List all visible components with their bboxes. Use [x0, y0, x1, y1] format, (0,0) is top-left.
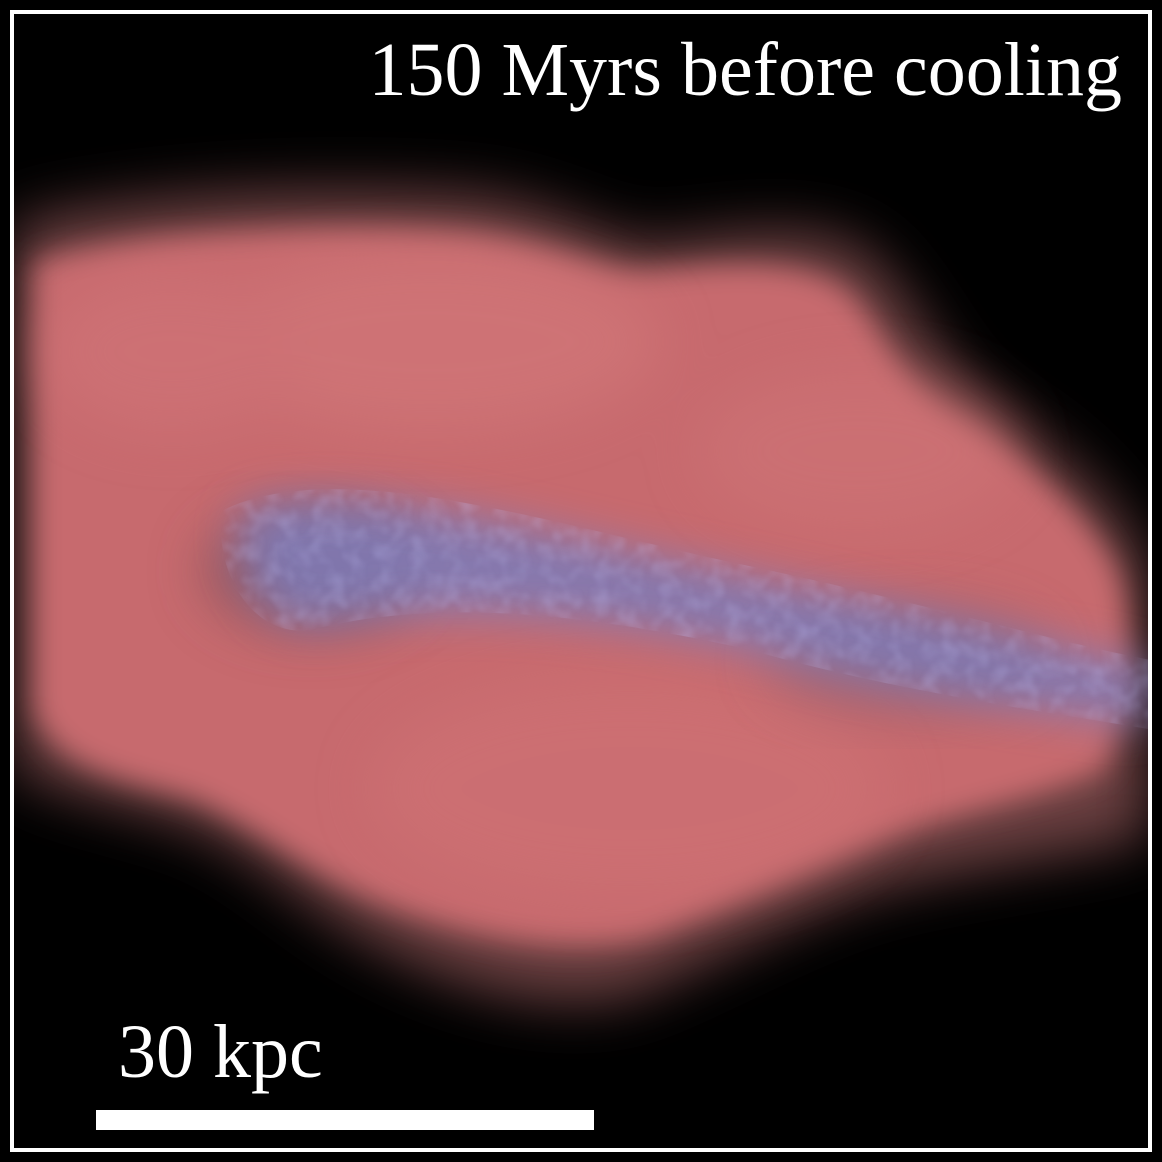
scale-bar-label: 30 kpc [118, 1010, 323, 1094]
gas-cloud-render [14, 14, 1148, 1148]
scale-bar [96, 1110, 594, 1130]
title-label: 150 Myrs before cooling [368, 28, 1122, 112]
image-frame: 150 Myrs before cooling 30 kpc [10, 10, 1152, 1152]
